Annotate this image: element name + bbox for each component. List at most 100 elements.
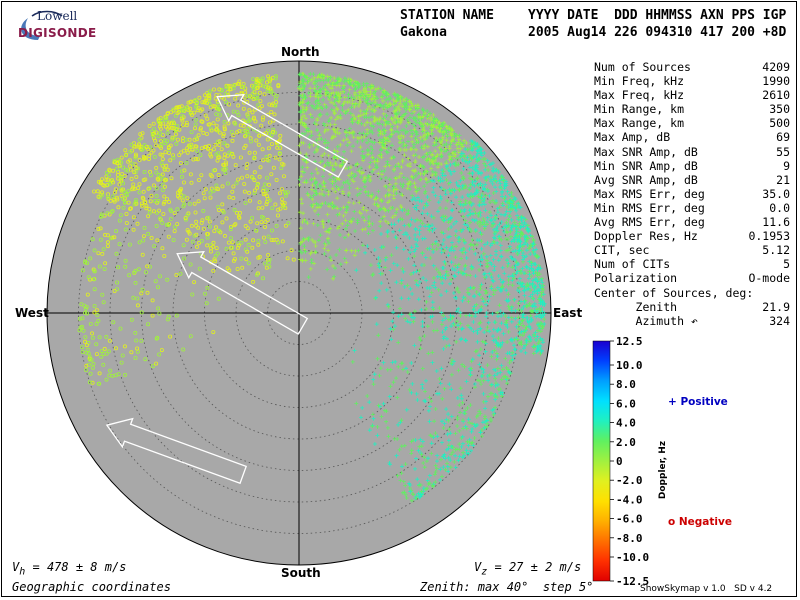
positive-source-point — [401, 134, 406, 139]
negative-source-point — [207, 219, 212, 224]
negative-source-point — [211, 188, 216, 193]
header-station-label: STATION NAME — [400, 8, 494, 23]
negative-source-point — [161, 211, 166, 216]
negative-source-point — [272, 130, 277, 135]
positive-source-point — [348, 111, 353, 116]
negative-source-point — [172, 211, 177, 216]
positive-source-point — [340, 185, 345, 190]
negative-source-point — [117, 182, 122, 187]
negative-source-point — [131, 227, 136, 232]
negative-source-point — [277, 191, 282, 196]
negative-source-point — [100, 292, 105, 297]
positive-source-point — [327, 230, 331, 235]
negative-source-point — [114, 228, 119, 233]
negative-source-point — [217, 142, 222, 147]
negative-source-point — [261, 235, 266, 240]
negative-source-point — [147, 124, 152, 129]
negative-source-point — [142, 225, 147, 230]
positive-source-point — [456, 140, 461, 145]
negative-source-point — [117, 218, 122, 223]
positive-source-point — [432, 143, 436, 148]
negative-source-point — [105, 183, 110, 188]
stats-value: 1990 — [762, 74, 790, 89]
negative-source-point — [139, 338, 144, 343]
positive-source-point — [364, 81, 369, 86]
negative-source-point — [165, 130, 170, 135]
negative-source-point — [110, 178, 115, 183]
negative-source-point — [212, 104, 217, 109]
negative-source-point — [200, 119, 205, 124]
positive-source-point — [406, 139, 410, 144]
negative-source-point — [222, 127, 227, 132]
negative-source-point — [148, 173, 153, 178]
positive-source-point — [300, 258, 305, 263]
negative-source-point — [261, 188, 266, 193]
negative-source-point — [128, 167, 133, 172]
negative-source-point — [245, 129, 250, 134]
negative-source-point — [214, 246, 219, 251]
positive-source-point — [357, 169, 362, 174]
negative-source-point — [260, 205, 265, 210]
negative-source-point — [247, 94, 252, 99]
negative-source-point — [264, 193, 269, 198]
negative-source-point — [96, 381, 101, 386]
negative-source-point — [235, 110, 240, 115]
positive-source-point — [416, 171, 421, 176]
negative-source-point — [171, 153, 176, 158]
positive-source-point — [376, 171, 381, 176]
negative-source-point — [137, 157, 142, 162]
negative-source-point — [211, 330, 216, 335]
negative-source-point — [271, 92, 276, 97]
negative-source-point — [216, 296, 221, 301]
positive-source-point — [302, 170, 306, 175]
negative-source-point — [124, 193, 129, 198]
negative-source-point — [225, 266, 230, 271]
negative-source-point — [252, 191, 257, 196]
negative-source-point — [230, 151, 235, 156]
positive-source-point — [358, 187, 363, 192]
negative-source-point — [244, 257, 249, 262]
negative-source-point — [88, 321, 93, 326]
negative-source-point — [80, 349, 85, 354]
negative-source-point — [154, 130, 159, 135]
negative-source-point — [179, 116, 184, 121]
negative-source-point — [157, 311, 162, 316]
negative-source-point — [204, 101, 209, 106]
positive-source-point — [369, 107, 374, 112]
negative-source-point — [170, 135, 175, 140]
negative-source-point — [116, 172, 121, 177]
positive-source-point — [409, 134, 414, 139]
negative-source-point — [259, 123, 264, 128]
positive-source-point — [396, 134, 401, 139]
positive-source-point — [392, 196, 396, 201]
positive-source-point — [405, 129, 410, 134]
negative-source-point — [175, 137, 180, 142]
negative-source-point — [196, 106, 201, 111]
negative-source-point — [209, 154, 214, 159]
negative-source-point — [159, 161, 164, 166]
negative-source-point — [138, 132, 143, 137]
negative-source-point — [272, 112, 277, 117]
negative-source-point — [215, 117, 220, 122]
positive-source-point — [371, 156, 376, 161]
negative-source-point — [213, 142, 218, 147]
negative-source-point — [111, 180, 116, 185]
negative-source-point — [264, 202, 269, 207]
positive-source-point — [322, 246, 327, 251]
negative-source-point — [231, 195, 236, 200]
negative-source-point — [260, 117, 265, 122]
positive-source-point — [418, 164, 423, 168]
positive-source-point — [342, 235, 347, 240]
positive-source-point — [436, 165, 440, 170]
negative-source-point — [154, 210, 159, 215]
positive-source-point — [383, 102, 388, 107]
negative-source-point — [203, 113, 208, 118]
negative-source-point — [142, 143, 147, 148]
positive-source-point — [384, 184, 389, 189]
positive-source-point — [357, 131, 362, 136]
negative-source-point — [158, 126, 163, 131]
horizontal-velocity: Vh = 478 ± 8 m/s — [12, 560, 126, 577]
positive-source-point — [305, 165, 310, 170]
negative-source-point — [230, 189, 235, 194]
negative-source-point — [150, 298, 155, 303]
